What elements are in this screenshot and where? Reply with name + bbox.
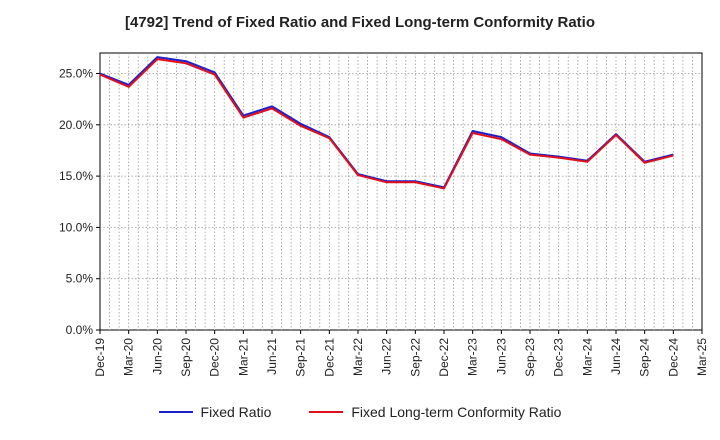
- series-lines: [99, 56, 674, 190]
- y-tick-label: 10.0%: [59, 220, 93, 234]
- x-tick-label: Mar-22: [351, 338, 365, 376]
- x-tick-label: Sep-21: [294, 338, 308, 377]
- x-tick-label: Dec-24: [666, 338, 680, 377]
- x-tick-label: Mar-21: [236, 338, 250, 376]
- x-tick-label: Jun-20: [150, 338, 164, 375]
- x-tick-label: Dec-23: [552, 338, 566, 377]
- y-tick-label: 20.0%: [59, 118, 93, 132]
- chart-title: [4792] Trend of Fixed Ratio and Fixed Lo…: [124, 14, 596, 31]
- x-tick-label: Dec-22: [437, 338, 451, 377]
- x-tick-label: Sep-20: [179, 338, 193, 377]
- x-tick-label: Jun-21: [265, 338, 279, 375]
- y-tick-label: 0.0%: [66, 323, 94, 337]
- legend-swatch-fixed-ratio: [158, 411, 193, 413]
- x-axis: Dec-19 Mar-20 Jun-20 Sep-20 Dec-20 Mar-21 Jun-…: [93, 330, 709, 377]
- plot-area: [99, 52, 703, 331]
- x-tick-label: Mar-23: [466, 338, 480, 376]
- y-axis: 0.0% 5.0% 10.0% 15.0% 20.0% 25.0%: [59, 67, 100, 337]
- x-tick-label: Sep-23: [523, 338, 537, 377]
- y-tick-label: 5.0%: [66, 272, 94, 286]
- legend-item-fixed-ratio: Fixed Ratio: [158, 404, 272, 420]
- grid-lines: [100, 53, 702, 330]
- y-tick-label: 25.0%: [59, 67, 93, 81]
- legend-label-conformity-ratio: Fixed Long-term Conformity Ratio: [351, 404, 562, 420]
- x-tick-label: Mar-20: [122, 338, 136, 376]
- x-tick-label: Mar-25: [695, 338, 709, 376]
- series-line-conformity-ratio: [99, 58, 674, 190]
- x-tick-label: Jun-24: [609, 338, 623, 375]
- x-tick-label: Dec-19: [93, 338, 107, 377]
- legend-item-conformity-ratio: Fixed Long-term Conformity Ratio: [309, 404, 561, 420]
- x-tick-label: Jun-23: [494, 338, 508, 375]
- legend-swatch-conformity-ratio: [309, 411, 344, 413]
- x-tick-label: Dec-20: [208, 338, 222, 377]
- x-tick-label: Dec-21: [322, 338, 336, 377]
- x-tick-label: Mar-24: [580, 338, 594, 376]
- legend: Fixed Ratio Fixed Long-term Conformity R…: [0, 404, 720, 420]
- x-tick-label: Sep-22: [408, 338, 422, 377]
- x-tick-label: Sep-24: [638, 338, 652, 377]
- y-tick-label: 15.0%: [59, 169, 93, 183]
- legend-label-fixed-ratio: Fixed Ratio: [200, 404, 272, 420]
- x-tick-label: Jun-22: [380, 338, 394, 375]
